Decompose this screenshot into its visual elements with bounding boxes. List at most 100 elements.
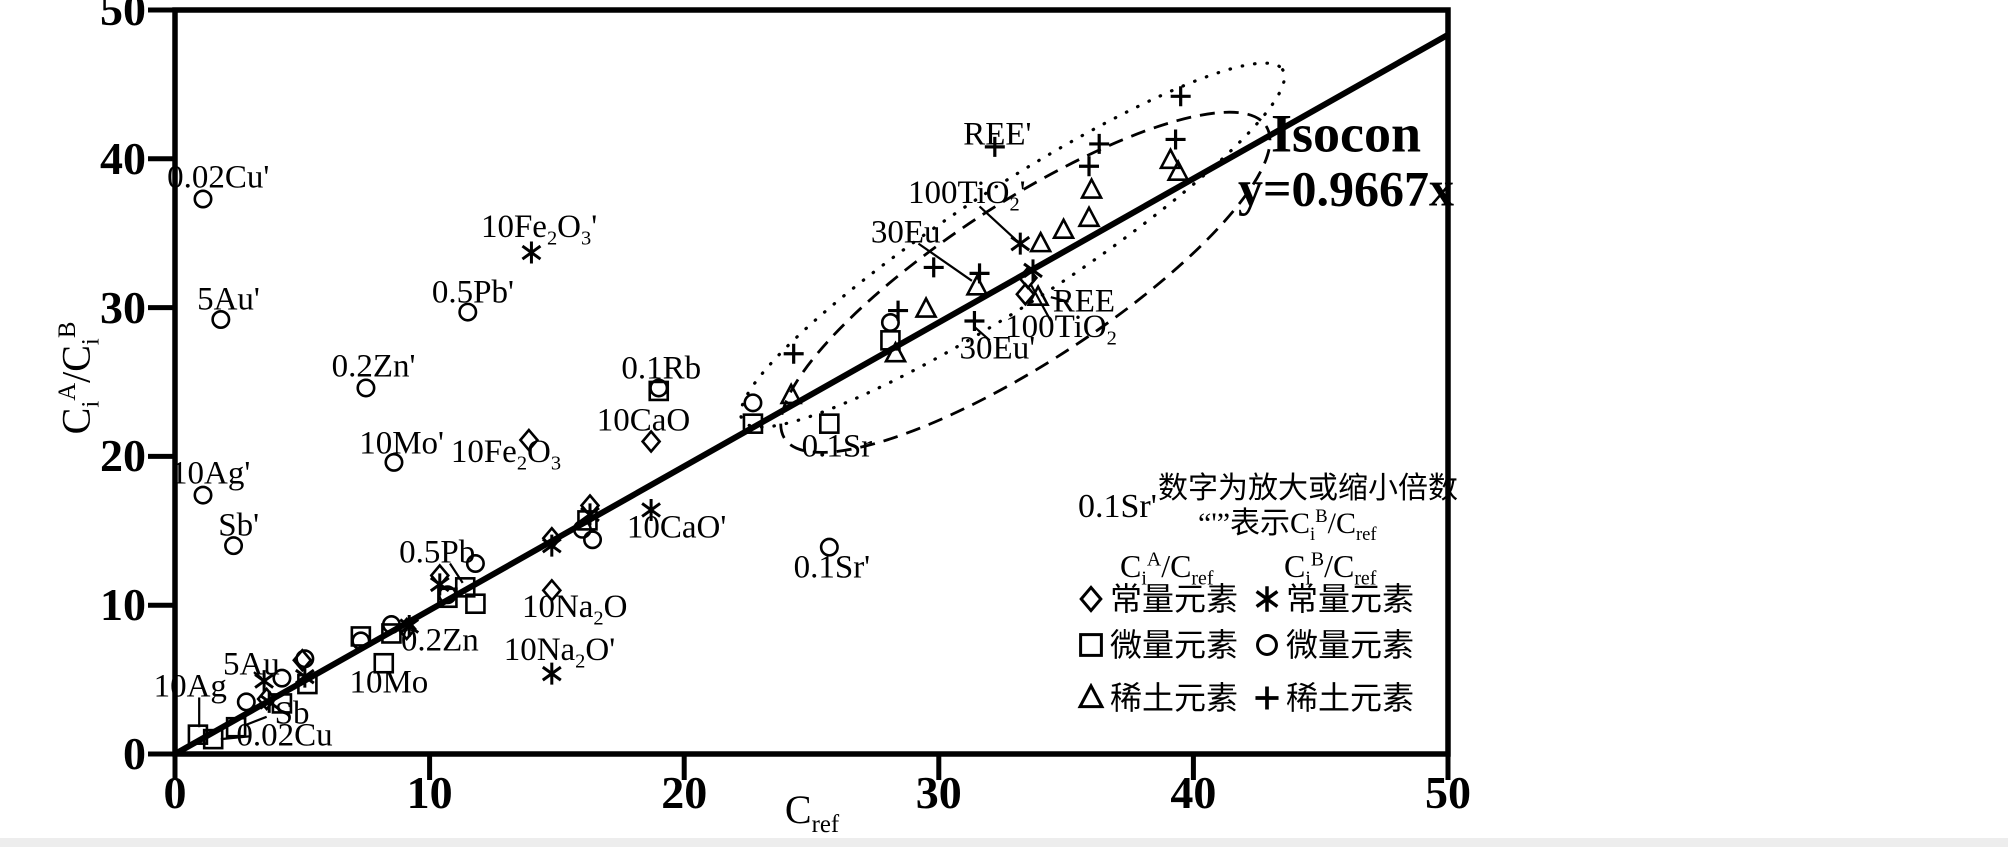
marker-square xyxy=(465,593,486,615)
marker-asterisk xyxy=(1255,586,1279,612)
marker-triangle xyxy=(1028,230,1053,253)
chart-title-line1: Isocon xyxy=(1270,103,1422,164)
marker-square xyxy=(742,413,764,434)
marker-asterisk xyxy=(259,690,280,713)
marker-asterisk xyxy=(399,615,420,638)
point-label: 10Ag' xyxy=(171,455,251,492)
legend-row-b-label: 微量元素 xyxy=(1286,627,1415,663)
marker-square xyxy=(819,413,840,434)
point-label: 10Fe2O3' xyxy=(480,209,598,250)
marker-asterisk xyxy=(521,241,542,264)
point-label: 0.5Pb xyxy=(399,534,476,571)
marker-square xyxy=(202,728,224,750)
marker-circle xyxy=(356,378,376,398)
point-label: 10Na2O xyxy=(521,588,628,630)
marker-plus xyxy=(888,300,909,321)
legend-symbol-diamond xyxy=(1079,585,1103,613)
marker-triangle xyxy=(914,295,938,318)
point-label: 0.5Pb' xyxy=(431,274,514,311)
legend-row-b-label: 稀土元素 xyxy=(1286,680,1415,716)
marker-asterisk xyxy=(254,670,274,693)
marker-square xyxy=(381,623,402,644)
point-label: 10CaO' xyxy=(626,509,727,546)
marker-circle xyxy=(1256,634,1278,656)
point-label: 30Eu xyxy=(870,214,941,251)
marker-triangle xyxy=(1079,176,1104,199)
marker-circle xyxy=(819,537,839,557)
marker-asterisk xyxy=(1023,259,1043,282)
y-tick-label: 0 xyxy=(123,728,146,779)
ree-group-ellipse-unprimed xyxy=(779,110,1272,454)
point-label: 100TiO2' xyxy=(907,174,1026,216)
legend-column-a-header: CiA/Cref xyxy=(1120,548,1214,590)
marker-square xyxy=(373,652,395,674)
marker-circle xyxy=(295,649,315,669)
marker-circle xyxy=(583,530,603,550)
marker-triangle xyxy=(883,340,908,363)
x-tick-label: 30 xyxy=(915,767,962,818)
marker-circle xyxy=(193,485,213,505)
point-label: 10Mo xyxy=(349,664,429,701)
point-label: Sb' xyxy=(218,507,260,544)
marker-plus xyxy=(1089,133,1110,154)
label-leader-line xyxy=(1029,283,1052,322)
label-leader-line xyxy=(449,562,464,584)
legend-symbol-asterisk xyxy=(1255,586,1279,612)
marker-plus xyxy=(1079,156,1100,177)
marker-diamond xyxy=(518,428,540,453)
legend-symbol-triangle xyxy=(1077,683,1105,709)
marker-triangle xyxy=(1077,205,1101,228)
label-leader-line xyxy=(243,715,268,727)
point-label: 0.1Rb xyxy=(621,350,702,387)
marker-circle xyxy=(224,536,244,556)
marker-plus xyxy=(783,343,804,364)
marker-circle xyxy=(384,452,404,472)
x-tick-label: 40 xyxy=(1170,767,1217,818)
y-tick-label: 30 xyxy=(100,281,146,333)
point-label: 10Na2O' xyxy=(503,631,616,673)
point-label: 0.02Cu' xyxy=(167,159,270,196)
chart-title: Isocon y=0.9667x xyxy=(1238,105,1454,214)
marker-triangle xyxy=(965,273,989,296)
label-leader-line xyxy=(1050,296,1069,303)
marker-triangle xyxy=(779,382,803,405)
marker-asterisk xyxy=(541,534,562,557)
x-tick-label: 0 xyxy=(163,767,187,818)
legend-row-a-label: 稀土元素 xyxy=(1110,680,1239,716)
legend-note-line2: “'”表示CiB/Cref xyxy=(1198,506,1377,545)
label-leader-line xyxy=(978,205,1016,240)
point-label: 0.1Sr xyxy=(801,428,873,465)
point-label: 5Au' xyxy=(197,281,260,318)
point-label: 5Au xyxy=(222,646,280,683)
isocon-line xyxy=(173,32,1450,757)
marker-circle xyxy=(572,519,592,539)
bottom-strip xyxy=(0,838,2008,847)
point-label: Sb xyxy=(274,695,310,732)
marker-plus xyxy=(964,310,985,331)
marker-triangle xyxy=(1158,147,1183,170)
marker-asterisk xyxy=(641,498,661,521)
x-tick-label: 20 xyxy=(661,767,708,818)
ree-group-ellipse-primed xyxy=(739,61,1287,429)
marker-asterisk xyxy=(1010,232,1031,255)
marker-plus xyxy=(923,257,944,278)
y-tick-label: 10 xyxy=(100,579,146,631)
legend: 0.1Sr' 数字为放大或缩小倍数 “'”表示CiB/Cref CiA/Cref… xyxy=(1070,458,1458,748)
marker-plus xyxy=(1165,129,1186,150)
point-label: 0.2Zn xyxy=(400,622,479,659)
marker-triangle xyxy=(1166,158,1190,181)
marker-plus xyxy=(969,263,990,284)
marker-circle xyxy=(236,692,256,712)
marker-diamond xyxy=(541,578,563,603)
marker-circle xyxy=(351,631,371,651)
y-tick-label: 40 xyxy=(100,132,146,184)
marker-circle xyxy=(465,554,485,574)
marker-triangle xyxy=(1026,283,1050,306)
legend-row-a-label: 微量元素 xyxy=(1110,627,1239,663)
label-leader-line xyxy=(973,326,991,342)
marker-diamond xyxy=(1079,585,1103,613)
legend-symbol-plus xyxy=(1255,686,1279,710)
marker-asterisk xyxy=(541,662,562,685)
